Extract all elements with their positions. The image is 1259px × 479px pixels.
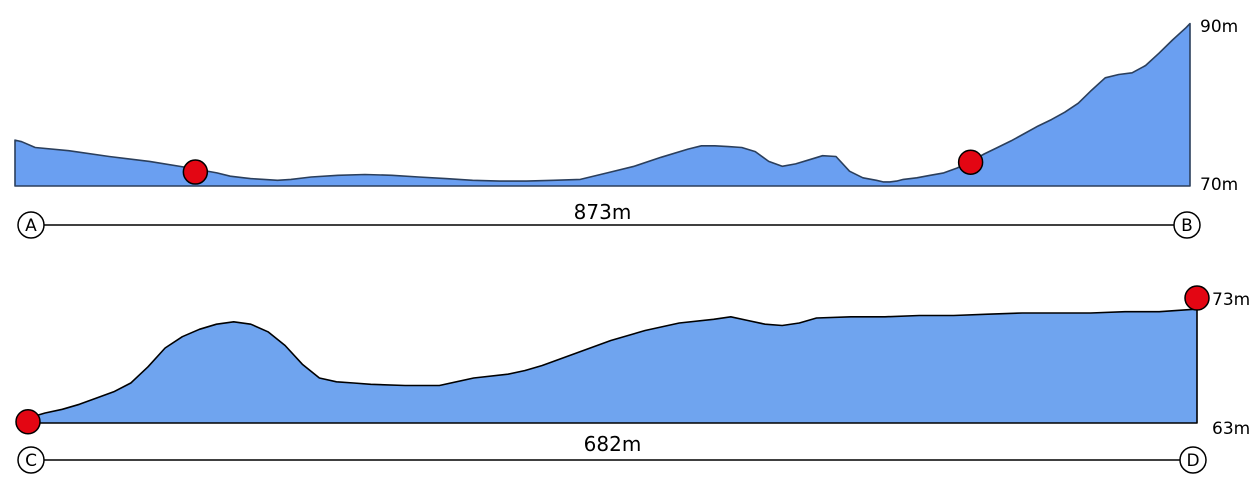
profile-c-d-y-bottom-label: 63m bbox=[1212, 419, 1250, 439]
profile-c-d: 73m 63m C D 682m bbox=[15, 285, 1250, 474]
profile-a-b-distance-label: 873m bbox=[574, 200, 632, 224]
profile-a-b-y-bottom-label: 70m bbox=[1200, 175, 1238, 195]
profile-c-d-area bbox=[27, 308, 1198, 424]
endpoint-a-label: A bbox=[25, 216, 37, 236]
profile-a-b: 90m 70m A B 873m bbox=[14, 17, 1238, 239]
endpoint-a-circle bbox=[17, 211, 45, 239]
marker-point bbox=[182, 159, 209, 185]
endpoint-c-label: C bbox=[25, 451, 37, 471]
endpoint-d-label: D bbox=[1186, 451, 1199, 471]
marker-point bbox=[1184, 285, 1210, 311]
endpoint-c-circle bbox=[17, 446, 45, 474]
marker-point bbox=[15, 409, 41, 435]
endpoint-b-circle bbox=[1173, 211, 1201, 239]
profile-a-b-y-top-label: 90m bbox=[1200, 17, 1238, 37]
marker-point bbox=[957, 149, 984, 175]
profile-c-d-distance-label: 682m bbox=[584, 432, 642, 456]
profile-a-b-area bbox=[14, 22, 1191, 187]
profile-c-d-y-top-label: 73m bbox=[1212, 290, 1250, 310]
endpoint-b-label: B bbox=[1181, 216, 1193, 236]
endpoint-d-circle bbox=[1179, 446, 1207, 474]
